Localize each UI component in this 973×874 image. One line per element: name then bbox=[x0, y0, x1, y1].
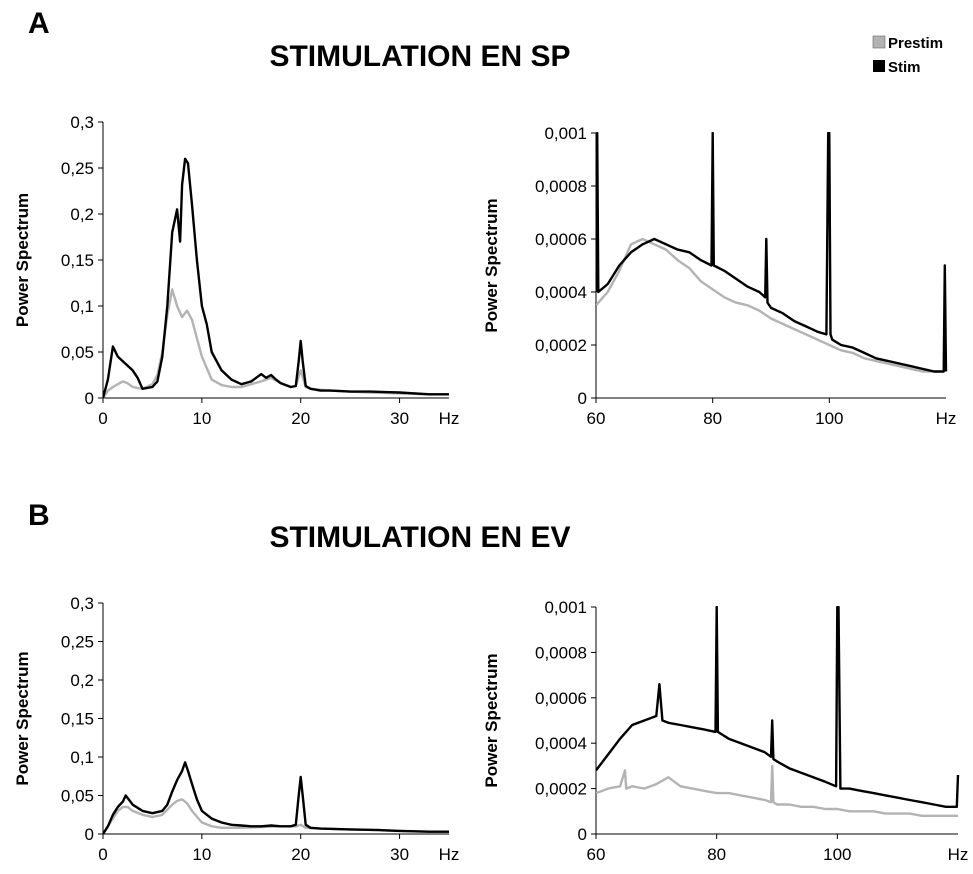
chart-b-high-frequency: 0 0,0002 0,0004 0,0006 0,0008 0,001 60 80 100 Hz P… bbox=[482, 598, 968, 864]
y-tick-label: 0,0004 bbox=[535, 283, 587, 302]
x-tick-label: 60 bbox=[587, 409, 606, 428]
y-tick-label: 0,3 bbox=[70, 113, 94, 132]
y-tick-label: 0,1 bbox=[70, 748, 94, 767]
y-tick-label: 0,0006 bbox=[535, 689, 587, 708]
x-axis-label: Hz bbox=[439, 845, 460, 864]
series-line-prestim bbox=[103, 288, 449, 399]
chart-a-low-frequency: 0 0,05 0,1 0,15 0,2 0,25 0,3 0 10 20 30 Hz Power Spe… bbox=[13, 113, 459, 428]
y-tick-label: 0 bbox=[578, 825, 587, 844]
y-axis-label: Power Spectrum bbox=[482, 653, 501, 787]
y-tick-label: 0,15 bbox=[61, 251, 94, 270]
y-tick-label: 0 bbox=[578, 389, 587, 408]
panel-letter-b: B bbox=[28, 499, 50, 532]
y-axis-label: Power Spectrum bbox=[13, 193, 32, 327]
legend-swatch-prestim bbox=[872, 35, 886, 49]
x-tick-label: 0 bbox=[98, 845, 107, 864]
y-tick-label: 0,15 bbox=[61, 710, 94, 729]
y-tick-label: 0,0004 bbox=[535, 734, 587, 753]
x-tick-label: 100 bbox=[823, 845, 851, 864]
x-tick-label: 20 bbox=[291, 845, 310, 864]
legend-label-stim: Stim bbox=[888, 59, 921, 76]
x-axis-label: Hz bbox=[936, 409, 957, 428]
x-axis-label: Hz bbox=[948, 845, 969, 864]
y-tick-label: 0,0006 bbox=[535, 230, 587, 249]
series-line-prestim bbox=[103, 798, 449, 835]
y-tick-label: 0,1 bbox=[70, 297, 94, 316]
legend-label-prestim: Prestim bbox=[888, 35, 943, 52]
series-line-stim bbox=[103, 761, 449, 835]
section-title-a: STIMULATION EN SP bbox=[269, 40, 570, 73]
x-tick-label: 20 bbox=[291, 409, 310, 428]
y-tick-label: 0,25 bbox=[61, 159, 94, 178]
x-tick-label: 80 bbox=[703, 409, 722, 428]
chart-a-high-frequency: 0 0,0002 0,0004 0,0006 0,0008 0,001 60 80 100 Hz P… bbox=[482, 124, 956, 428]
y-tick-label: 0,2 bbox=[70, 671, 94, 690]
x-tick-label: 100 bbox=[815, 409, 843, 428]
y-axis-label: Power Spectrum bbox=[13, 651, 32, 785]
x-tick-label: 30 bbox=[390, 845, 409, 864]
series-line-stim bbox=[596, 606, 960, 808]
series-line-stim bbox=[596, 132, 948, 373]
section-title-b: STIMULATION EN EV bbox=[269, 521, 570, 554]
x-axis-label: Hz bbox=[439, 409, 460, 428]
series-line-stim bbox=[103, 157, 449, 399]
y-tick-label: 0,05 bbox=[61, 343, 94, 362]
panel-letter-a: A bbox=[28, 7, 50, 40]
y-tick-label: 0,001 bbox=[544, 598, 587, 617]
series-line-prestim bbox=[596, 764, 958, 817]
y-tick-label: 0,001 bbox=[544, 124, 587, 143]
legend: Prestim Stim bbox=[872, 35, 943, 76]
y-tick-label: 0 bbox=[85, 825, 94, 844]
y-tick-label: 0,0002 bbox=[535, 780, 587, 799]
x-tick-label: 30 bbox=[390, 409, 409, 428]
x-tick-label: 10 bbox=[192, 845, 211, 864]
x-tick-label: 10 bbox=[192, 409, 211, 428]
x-tick-label: 0 bbox=[98, 409, 107, 428]
legend-swatch-stim bbox=[873, 60, 885, 72]
y-tick-label: 0,0002 bbox=[535, 336, 587, 355]
y-tick-label: 0,0008 bbox=[535, 643, 587, 662]
y-tick-label: 0,25 bbox=[61, 633, 94, 652]
y-tick-label: 0,2 bbox=[70, 205, 94, 224]
y-axis-label: Power Spectrum bbox=[482, 198, 501, 332]
y-tick-label: 0,0008 bbox=[535, 177, 587, 196]
series-line-prestim bbox=[596, 237, 944, 373]
y-tick-label: 0 bbox=[85, 389, 94, 408]
x-tick-label: 60 bbox=[587, 845, 606, 864]
chart-b-low-frequency: 0 0,05 0,1 0,15 0,2 0,25 0,3 0 10 20 30 Hz Power Spe… bbox=[13, 594, 459, 864]
y-tick-label: 0,05 bbox=[61, 787, 94, 806]
y-tick-label: 0,3 bbox=[70, 594, 94, 613]
x-tick-label: 80 bbox=[707, 845, 726, 864]
